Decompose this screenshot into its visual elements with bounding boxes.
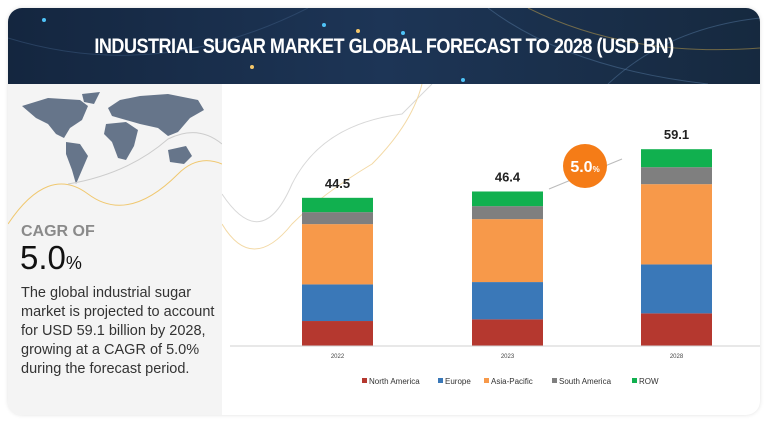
bar-segment-asia-pacific-2023 bbox=[472, 219, 543, 283]
summary-description: The global industrial sugar market is pr… bbox=[21, 285, 215, 377]
legend-swatch bbox=[438, 378, 443, 383]
legend-label: North America bbox=[369, 377, 420, 386]
chart-svg: 44.5 2022 46.4 2023 59.1 2028 5.0% North Amer… bbox=[221, 83, 760, 386]
cagr-value: 5.0% bbox=[20, 239, 82, 277]
bar-segment-south-america-2022 bbox=[302, 212, 373, 225]
bar-segment-asia-pacific-2028 bbox=[641, 184, 712, 265]
legend-label: ROW bbox=[639, 377, 659, 386]
legend-label: Asia-Pacific bbox=[491, 377, 533, 386]
legend-item: North America bbox=[362, 377, 420, 386]
total-label: 44.5 bbox=[325, 176, 350, 191]
infographic-card: INDUSTRIAL SUGAR MARKET GLOBAL FORECAST … bbox=[8, 8, 760, 415]
cagr-badge-circle bbox=[563, 144, 607, 188]
total-label: 59.1 bbox=[664, 127, 689, 142]
legend-item: Europe bbox=[438, 377, 471, 386]
cagr-badge-unit: % bbox=[593, 165, 600, 174]
cagr-badge-text: 5.0% bbox=[570, 159, 599, 176]
summary-panel: CAGR OF 5.0% The global industrial sugar… bbox=[8, 84, 222, 415]
x-tick-label: 2022 bbox=[331, 354, 345, 360]
cagr-badge-value: 5.0 bbox=[570, 159, 592, 176]
legend-item: Asia-Pacific bbox=[484, 377, 533, 386]
legend-swatch bbox=[362, 378, 367, 383]
decorative-curve bbox=[221, 83, 423, 250]
bar-segment-north-america-2023 bbox=[472, 319, 543, 346]
header-banner: INDUSTRIAL SUGAR MARKET GLOBAL FORECAST … bbox=[8, 8, 760, 84]
legend-item: South America bbox=[552, 377, 612, 386]
bar-segment-row-2022 bbox=[302, 197, 373, 213]
x-tick-label: 2023 bbox=[501, 354, 515, 360]
network-background-graphic bbox=[8, 8, 760, 84]
bar-segment-north-america-2028 bbox=[641, 313, 712, 346]
cagr-badge: 5.0% bbox=[563, 144, 607, 188]
cagr-number: 5.0 bbox=[20, 239, 66, 276]
cagr-label: CAGR OF bbox=[21, 223, 95, 240]
total-label: 46.4 bbox=[495, 169, 521, 184]
stacked-bar-chart: 44.5 2022 46.4 2023 59.1 2028 5.0% North Amer… bbox=[221, 83, 760, 415]
chart-title: INDUSTRIAL SUGAR MARKET GLOBAL FORECAST … bbox=[94, 35, 674, 58]
legend-swatch bbox=[552, 378, 557, 383]
legend-swatch bbox=[632, 378, 637, 383]
bar-segment-europe-2022 bbox=[302, 284, 373, 322]
bar-segment-south-america-2028 bbox=[641, 167, 712, 185]
bar-segment-south-america-2023 bbox=[472, 206, 543, 220]
bar-segment-north-america-2022 bbox=[302, 321, 373, 346]
bar-segment-row-2023 bbox=[472, 191, 543, 207]
bar-segment-europe-2028 bbox=[641, 264, 712, 314]
legend-swatch bbox=[484, 378, 489, 383]
x-tick-label: 2028 bbox=[670, 354, 684, 360]
decorative-curve bbox=[221, 83, 433, 222]
bar-segment-asia-pacific-2022 bbox=[302, 224, 373, 285]
legend-label: Europe bbox=[445, 377, 471, 386]
legend-label: South America bbox=[559, 377, 612, 386]
legend-item: ROW bbox=[632, 377, 659, 386]
bar-segment-europe-2023 bbox=[472, 282, 543, 320]
world-map-icon bbox=[8, 92, 222, 225]
bar-segment-row-2028 bbox=[641, 149, 712, 168]
cagr-unit: % bbox=[65, 253, 82, 273]
